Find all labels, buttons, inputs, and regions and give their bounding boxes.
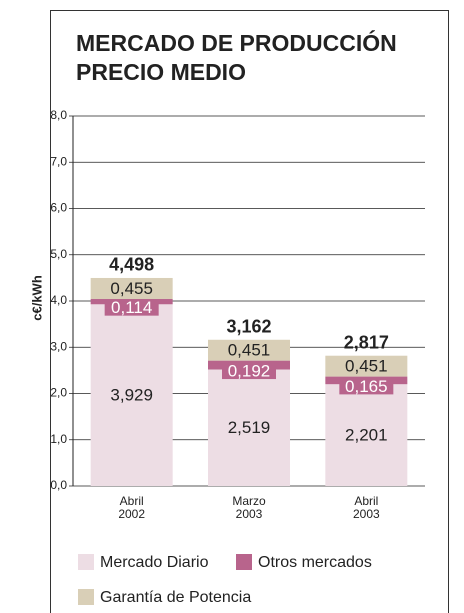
x-tick-label: Marzo — [232, 494, 266, 508]
value-label: 0,165 — [345, 377, 388, 396]
value-label: 2,519 — [228, 418, 271, 437]
frame — [50, 10, 449, 613]
x-tick-label: 2003 — [353, 507, 380, 521]
y-tick-label: 5,0 — [50, 247, 67, 261]
y-tick-label: 6,0 — [50, 201, 67, 215]
value-label: 0,451 — [345, 357, 388, 376]
total-label: 2,817 — [344, 332, 389, 352]
bar-segment — [90, 277, 173, 300]
value-label: 0,455 — [110, 279, 153, 298]
bar-segment — [208, 339, 290, 361]
bar-segment — [325, 384, 408, 486]
y-axis-label: c€/kWh — [29, 275, 44, 321]
x-tick-label: 2003 — [236, 507, 263, 521]
y-tick-label: 4,0 — [50, 293, 67, 307]
value-label: 3,929 — [110, 386, 153, 405]
legend-swatch — [236, 554, 252, 570]
value-label-bg — [104, 299, 159, 316]
value-label: 0,451 — [228, 341, 271, 360]
bar-segment — [208, 369, 290, 486]
value-label-bg — [339, 378, 394, 395]
legend-label: Garantía de Potencia — [100, 589, 251, 606]
y-tick-label: 3,0 — [50, 339, 67, 353]
chart-title: MERCADO DE PRODUCCIÓN — [76, 29, 397, 56]
bar-segment — [325, 355, 408, 377]
bar-segment — [90, 304, 173, 486]
legend-label: Mercado Diario — [100, 554, 209, 571]
x-tick-label: Abril — [120, 494, 144, 508]
total-label: 4,498 — [109, 255, 154, 275]
x-tick-label: 2002 — [118, 507, 145, 521]
legend-swatch — [78, 554, 94, 570]
y-tick-label: 8,0 — [50, 108, 67, 122]
chart-title: PRECIO MEDIO — [76, 59, 246, 85]
total-label: 3,162 — [226, 317, 271, 337]
legend-label: Otros mercados — [258, 554, 372, 571]
value-label: 2,201 — [345, 426, 388, 445]
value-label-bg — [222, 363, 276, 380]
y-tick-label: 2,0 — [50, 386, 67, 400]
value-label: 0,192 — [228, 362, 271, 381]
x-tick-label: Abril — [354, 494, 378, 508]
y-tick-label: 1,0 — [50, 432, 67, 446]
value-label: 0,114 — [111, 298, 152, 317]
legend-swatch — [78, 589, 94, 605]
y-tick-label: 0,0 — [50, 478, 67, 492]
y-tick-label: 7,0 — [50, 154, 67, 168]
